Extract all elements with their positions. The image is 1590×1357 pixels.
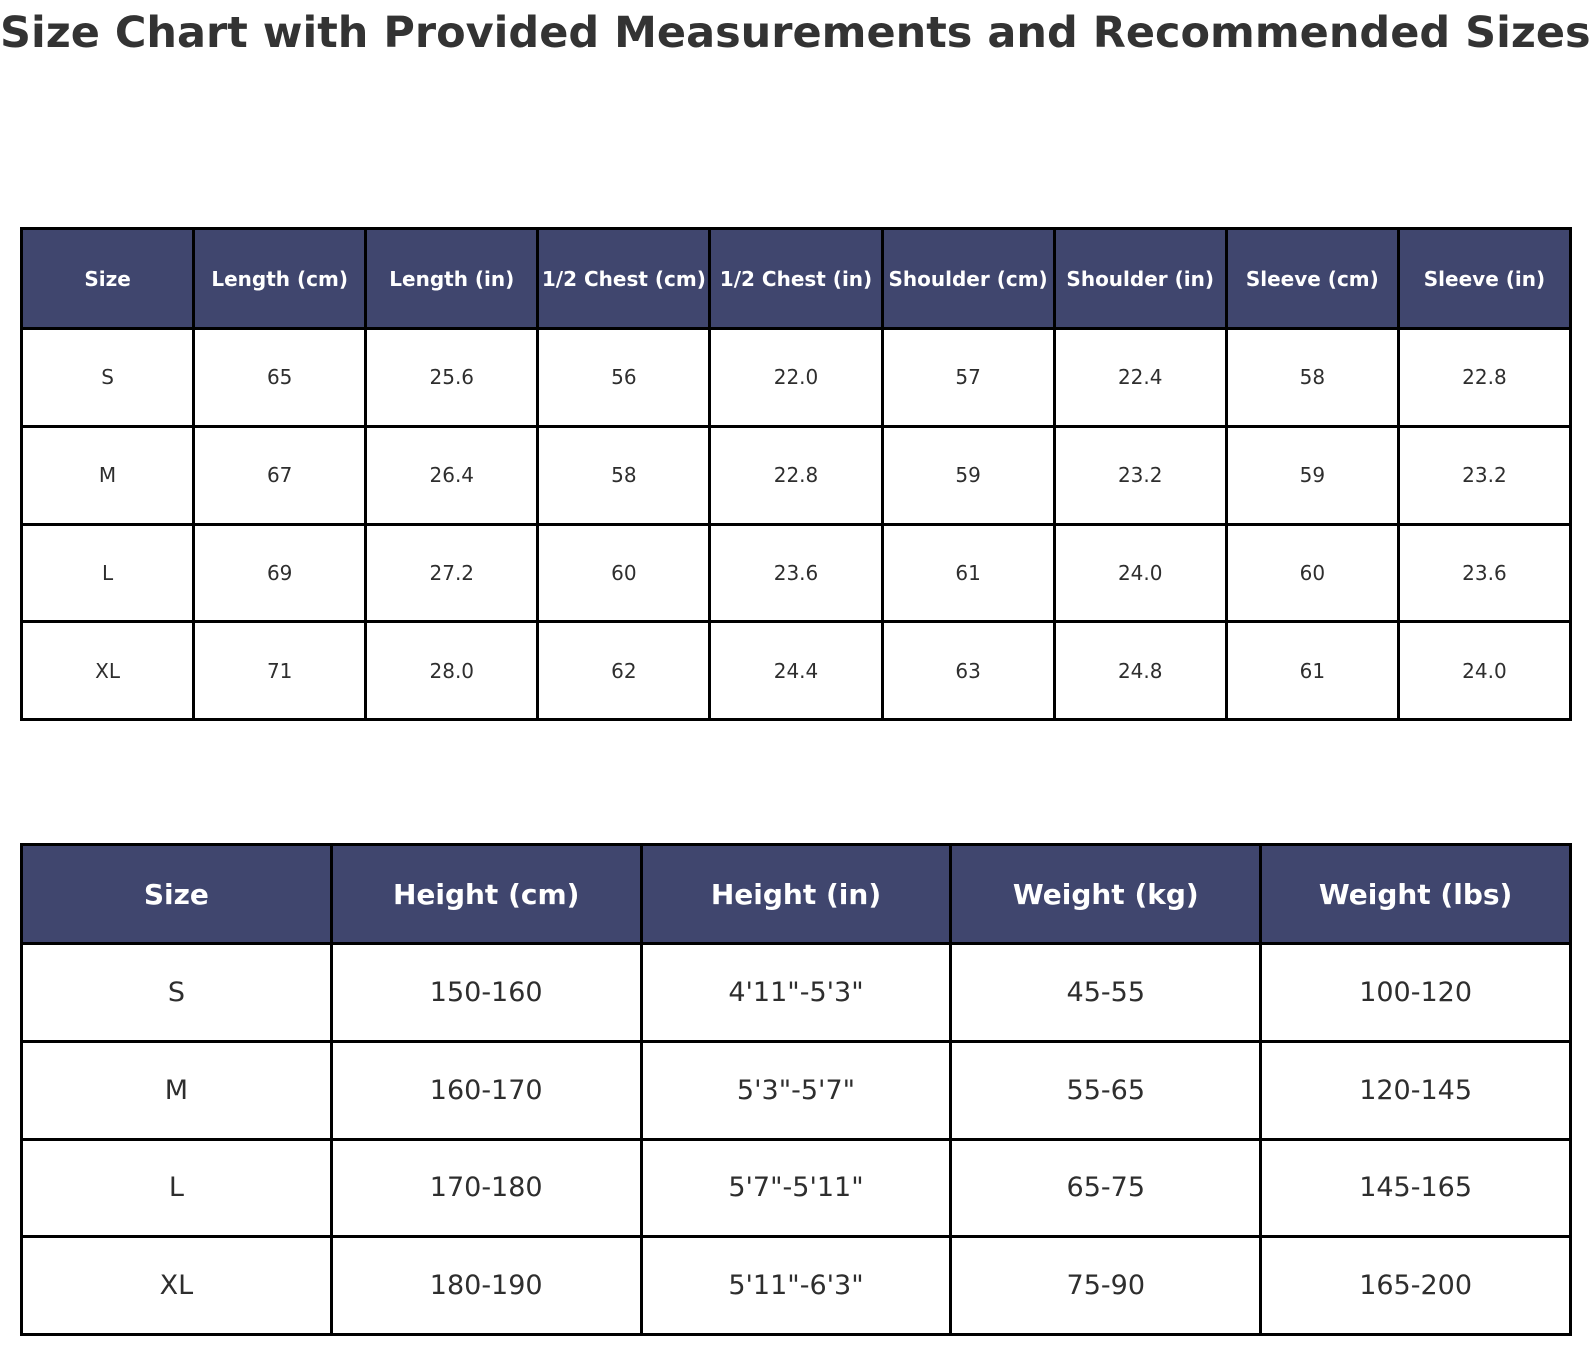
- table-cell: 58: [536, 424, 712, 526]
- header-weight-kg: Weight (kg): [949, 843, 1263, 945]
- recommended-header-row: Size Height (cm) Height (in) Weight (kg)…: [20, 843, 1572, 945]
- header-half-chest-in: 1/2 Chest (in): [708, 227, 884, 330]
- table-cell: 24.0: [1052, 522, 1228, 624]
- table-cell: 60: [1224, 522, 1400, 624]
- table-cell: 65: [192, 327, 368, 428]
- table-cell: 58: [1224, 327, 1400, 428]
- table-cell: 170-180: [329, 1137, 643, 1239]
- page-title: Size Chart with Provided Measurements an…: [0, 8, 1590, 58]
- table-row-m: M 67 26.4 58 22.8 59 23.2 59 23.2: [19, 424, 1573, 526]
- table-cell: 69: [192, 522, 368, 624]
- table-cell: 100-120: [1259, 942, 1572, 1043]
- table-cell: 56: [536, 327, 712, 428]
- table-cell: 22.4: [1052, 327, 1228, 428]
- table-cell: 45-55: [949, 942, 1263, 1043]
- table-cell: 75-90: [949, 1235, 1263, 1336]
- table-cell: 160-170: [329, 1039, 643, 1141]
- table-cell: 28.0: [364, 620, 540, 721]
- header-sleeve-in: Sleeve (in): [1396, 227, 1573, 330]
- header-shoulder-in: Shoulder (in): [1052, 227, 1228, 330]
- table-row-s: S 65 25.6 56 22.0 57 22.4 58 22.8: [19, 327, 1573, 428]
- header-height-in: Height (in): [639, 843, 953, 945]
- table-cell: 22.8: [1396, 327, 1573, 428]
- table-cell: M: [19, 424, 196, 526]
- table-cell: 145-165: [1259, 1137, 1572, 1239]
- table-cell: 62: [536, 620, 712, 721]
- header-height-cm: Height (cm): [329, 843, 643, 945]
- table-cell: 55-65: [949, 1039, 1263, 1141]
- table-cell: XL: [20, 1235, 333, 1336]
- table-cell: 23.6: [1396, 522, 1573, 624]
- table-cell: 65-75: [949, 1137, 1263, 1239]
- recommended-sizes-table: Size Height (cm) Height (in) Weight (kg)…: [20, 843, 1572, 1336]
- table-cell: 27.2: [364, 522, 540, 624]
- header-size: Size: [20, 843, 333, 945]
- table-cell: 23.2: [1052, 424, 1228, 526]
- table-cell: 5'7"-5'11": [639, 1137, 953, 1239]
- table-cell: 24.0: [1396, 620, 1573, 721]
- table-cell: 71: [192, 620, 368, 721]
- table-cell: 22.0: [708, 327, 884, 428]
- table-row-l: L 69 27.2 60 23.6 61 24.0 60 23.6: [19, 522, 1573, 624]
- header-length-cm: Length (cm): [192, 227, 368, 330]
- table-cell: 165-200: [1259, 1235, 1572, 1336]
- table-cell: 24.4: [708, 620, 884, 721]
- table-cell: 63: [880, 620, 1056, 721]
- table-cell: 5'11"-6'3": [639, 1235, 953, 1336]
- table-row-l: L 170-180 5'7"-5'11" 65-75 145-165: [20, 1137, 1572, 1239]
- measurements-table-grid: Size Length (cm) Length (in) 1/2 Chest (…: [19, 227, 1573, 721]
- measurements-table: Size Length (cm) Length (in) 1/2 Chest (…: [19, 227, 1573, 721]
- table-cell: 67: [192, 424, 368, 526]
- table-cell: 25.6: [364, 327, 540, 428]
- table-cell: 60: [536, 522, 712, 624]
- table-cell: 180-190: [329, 1235, 643, 1336]
- table-cell: S: [19, 327, 196, 428]
- header-sleeve-cm: Sleeve (cm): [1224, 227, 1400, 330]
- table-cell: L: [19, 522, 196, 624]
- table-row-s: S 150-160 4'11"-5'3" 45-55 100-120: [20, 942, 1572, 1043]
- table-cell: 22.8: [708, 424, 884, 526]
- table-cell: 23.2: [1396, 424, 1573, 526]
- table-row-xl: XL 180-190 5'11"-6'3" 75-90 165-200: [20, 1235, 1572, 1336]
- header-weight-lbs: Weight (lbs): [1259, 843, 1572, 945]
- table-cell: 120-145: [1259, 1039, 1572, 1141]
- table-cell: 61: [1224, 620, 1400, 721]
- table-cell: 150-160: [329, 942, 643, 1043]
- table-cell: 61: [880, 522, 1056, 624]
- table-cell: L: [20, 1137, 333, 1239]
- table-cell: S: [20, 942, 333, 1043]
- header-half-chest-cm: 1/2 Chest (cm): [536, 227, 712, 330]
- measurements-header-row: Size Length (cm) Length (in) 1/2 Chest (…: [19, 227, 1573, 330]
- table-cell: 59: [1224, 424, 1400, 526]
- table-row-m: M 160-170 5'3"-5'7" 55-65 120-145: [20, 1039, 1572, 1141]
- table-cell: 5'3"-5'7": [639, 1039, 953, 1141]
- table-cell: 59: [880, 424, 1056, 526]
- table-row-xl: XL 71 28.0 62 24.4 63 24.8 61 24.0: [19, 620, 1573, 721]
- table-cell: 57: [880, 327, 1056, 428]
- table-cell: 24.8: [1052, 620, 1228, 721]
- header-shoulder-cm: Shoulder (cm): [880, 227, 1056, 330]
- recommended-sizes-table-grid: Size Height (cm) Height (in) Weight (kg)…: [20, 843, 1572, 1336]
- table-cell: 4'11"-5'3": [639, 942, 953, 1043]
- header-length-in: Length (in): [364, 227, 540, 330]
- table-cell: M: [20, 1039, 333, 1141]
- table-cell: 23.6: [708, 522, 884, 624]
- header-size: Size: [19, 227, 196, 330]
- table-cell: 26.4: [364, 424, 540, 526]
- table-cell: XL: [19, 620, 196, 721]
